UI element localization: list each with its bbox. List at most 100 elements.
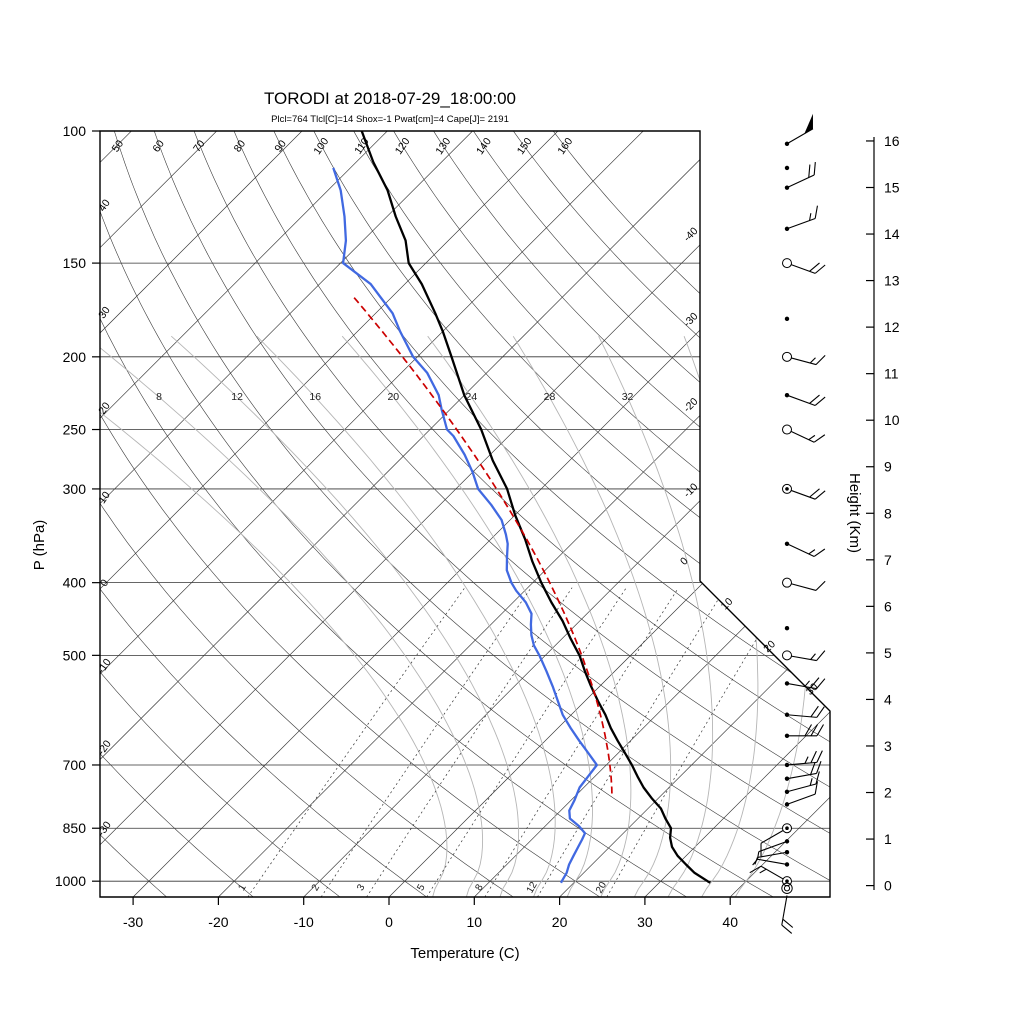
temperature-tick-label: 40 — [722, 914, 738, 930]
isotherm-label: 10 — [719, 595, 736, 612]
dry-adiabat-label: 130 — [433, 136, 453, 157]
temperature-tick-label: 30 — [637, 914, 653, 930]
sounding-profiles — [332, 131, 711, 884]
dry-adiabat-label: 40 — [96, 197, 113, 214]
dry-adiabat-label: -30 — [95, 819, 114, 838]
wind-barb — [782, 650, 826, 662]
pressure-tick-label: 200 — [63, 349, 87, 365]
temperature-tick-label: -10 — [294, 914, 314, 930]
dry-adiabat-label: 30 — [96, 304, 113, 321]
dry-adiabat-label: 70 — [191, 138, 208, 155]
temperature-tick-label: -30 — [123, 914, 143, 930]
moist-adiabat-label: 28 — [544, 391, 556, 403]
mixing-ratio-label: 5 — [415, 882, 428, 893]
mixing-ratio-label: 12 — [525, 880, 540, 896]
pressure-tick-label: 850 — [63, 820, 87, 836]
isotherm-label: 20 — [761, 638, 778, 655]
height-tick-label: 10 — [884, 412, 900, 428]
height-tick-label: 6 — [884, 598, 892, 614]
moist-adiabat-label: 8 — [156, 391, 162, 403]
wind-barb — [781, 882, 793, 894]
height-tick-label: 5 — [884, 645, 892, 661]
pressure-tick-label: 700 — [63, 757, 87, 773]
temperature-tick-label: 0 — [385, 914, 393, 930]
mixing-ratio-label: 2 — [310, 882, 323, 893]
wind-barb — [784, 750, 823, 768]
temperature-tick-label: 10 — [467, 914, 483, 930]
temperature-tick-label: -20 — [208, 914, 228, 930]
mixing-ratio-label: 8 — [474, 882, 487, 893]
dry-adiabat-label: 0 — [98, 577, 111, 589]
isotherm-label: 30 — [804, 681, 821, 698]
height-tick-label: 16 — [884, 133, 900, 149]
height-tick-label: 15 — [884, 180, 900, 196]
dry-adiabat-label: 90 — [272, 138, 289, 155]
pressure-tick-label: 300 — [63, 481, 87, 497]
height-tick-label: 1 — [884, 831, 892, 847]
height-tick-label: 2 — [884, 785, 892, 801]
dewpoint-profile-line — [332, 167, 599, 884]
height-tick-label: 12 — [884, 319, 900, 335]
dry-adiabat-label: 150 — [515, 136, 535, 157]
dry-adiabat-label: 160 — [555, 136, 575, 157]
height-tick-label: 11 — [884, 366, 899, 382]
dry-adiabat-label: 10 — [96, 489, 113, 506]
wind-barb — [784, 761, 822, 781]
wind-barb — [784, 724, 824, 738]
temperature-axis-title: Temperature (C) — [410, 945, 519, 962]
wind-barb — [752, 858, 790, 867]
dry-adiabat-label: 140 — [474, 136, 494, 157]
plot-frame — [99, 130, 831, 898]
isotherm-label: -20 — [681, 396, 700, 415]
wind-barb — [784, 393, 826, 406]
wind-barb — [782, 258, 826, 274]
chart-subtitle: Plcl=764 Tlcl[C]=14 Shox=-1 Pwat[cm]=4 C… — [271, 114, 509, 125]
height-tick-label: 7 — [884, 552, 892, 568]
dry-adiabat-label: -10 — [95, 656, 114, 675]
mixing-ratio-label: 1 — [236, 882, 249, 893]
dry-adiabat-label: 50 — [110, 138, 127, 155]
temperature-tick-label: 20 — [552, 914, 568, 930]
wind-barb — [784, 541, 826, 557]
wind-barb — [760, 823, 792, 857]
wind-barb — [784, 165, 790, 171]
dry-adiabat-label: 20 — [96, 400, 113, 417]
height-tick-label: 9 — [884, 459, 892, 475]
pressure-tick-label: 400 — [63, 575, 87, 591]
height-tick-label: 14 — [884, 226, 900, 242]
wind-barb — [784, 677, 826, 690]
wind-barb — [749, 865, 792, 887]
pressure-tick-label: 500 — [63, 647, 87, 663]
pressure-axis-title: P (hPa) — [31, 520, 48, 571]
moist-adiabat-label: 20 — [387, 391, 399, 403]
pressure-tick-label: 150 — [63, 255, 87, 271]
height-tick-label: 13 — [884, 273, 900, 289]
dry-adiabat-label: 100 — [311, 136, 331, 157]
wind-barb — [781, 895, 794, 934]
wind-barb — [784, 705, 825, 718]
height-tick-label: 0 — [884, 878, 892, 894]
mixing-ratio-label: 20 — [594, 880, 609, 896]
height-tick-label: 4 — [884, 691, 892, 707]
dry-adiabat-label: 60 — [150, 138, 167, 155]
wind-barb — [782, 351, 826, 366]
dry-adiabat-label: -20 — [95, 738, 114, 757]
moist-adiabat-label: 12 — [231, 391, 243, 403]
wind-barb — [784, 205, 818, 231]
dry-adiabat-label: 110 — [352, 136, 372, 157]
mixing-ratio-label: 3 — [355, 882, 368, 893]
dry-adiabat-label: 80 — [232, 138, 249, 155]
pressure-tick-label: 100 — [63, 123, 87, 139]
isotherm-label: 0 — [678, 555, 691, 568]
wind-barb — [784, 161, 816, 190]
moist-adiabat-label: 16 — [309, 391, 321, 403]
moist-adiabat-label: 32 — [622, 391, 634, 403]
wind-barb — [782, 424, 826, 443]
pressure-tick-label: 1000 — [55, 873, 86, 889]
height-axis-title: Height (Km) — [846, 473, 863, 553]
dry-adiabat-label: 120 — [393, 136, 413, 157]
